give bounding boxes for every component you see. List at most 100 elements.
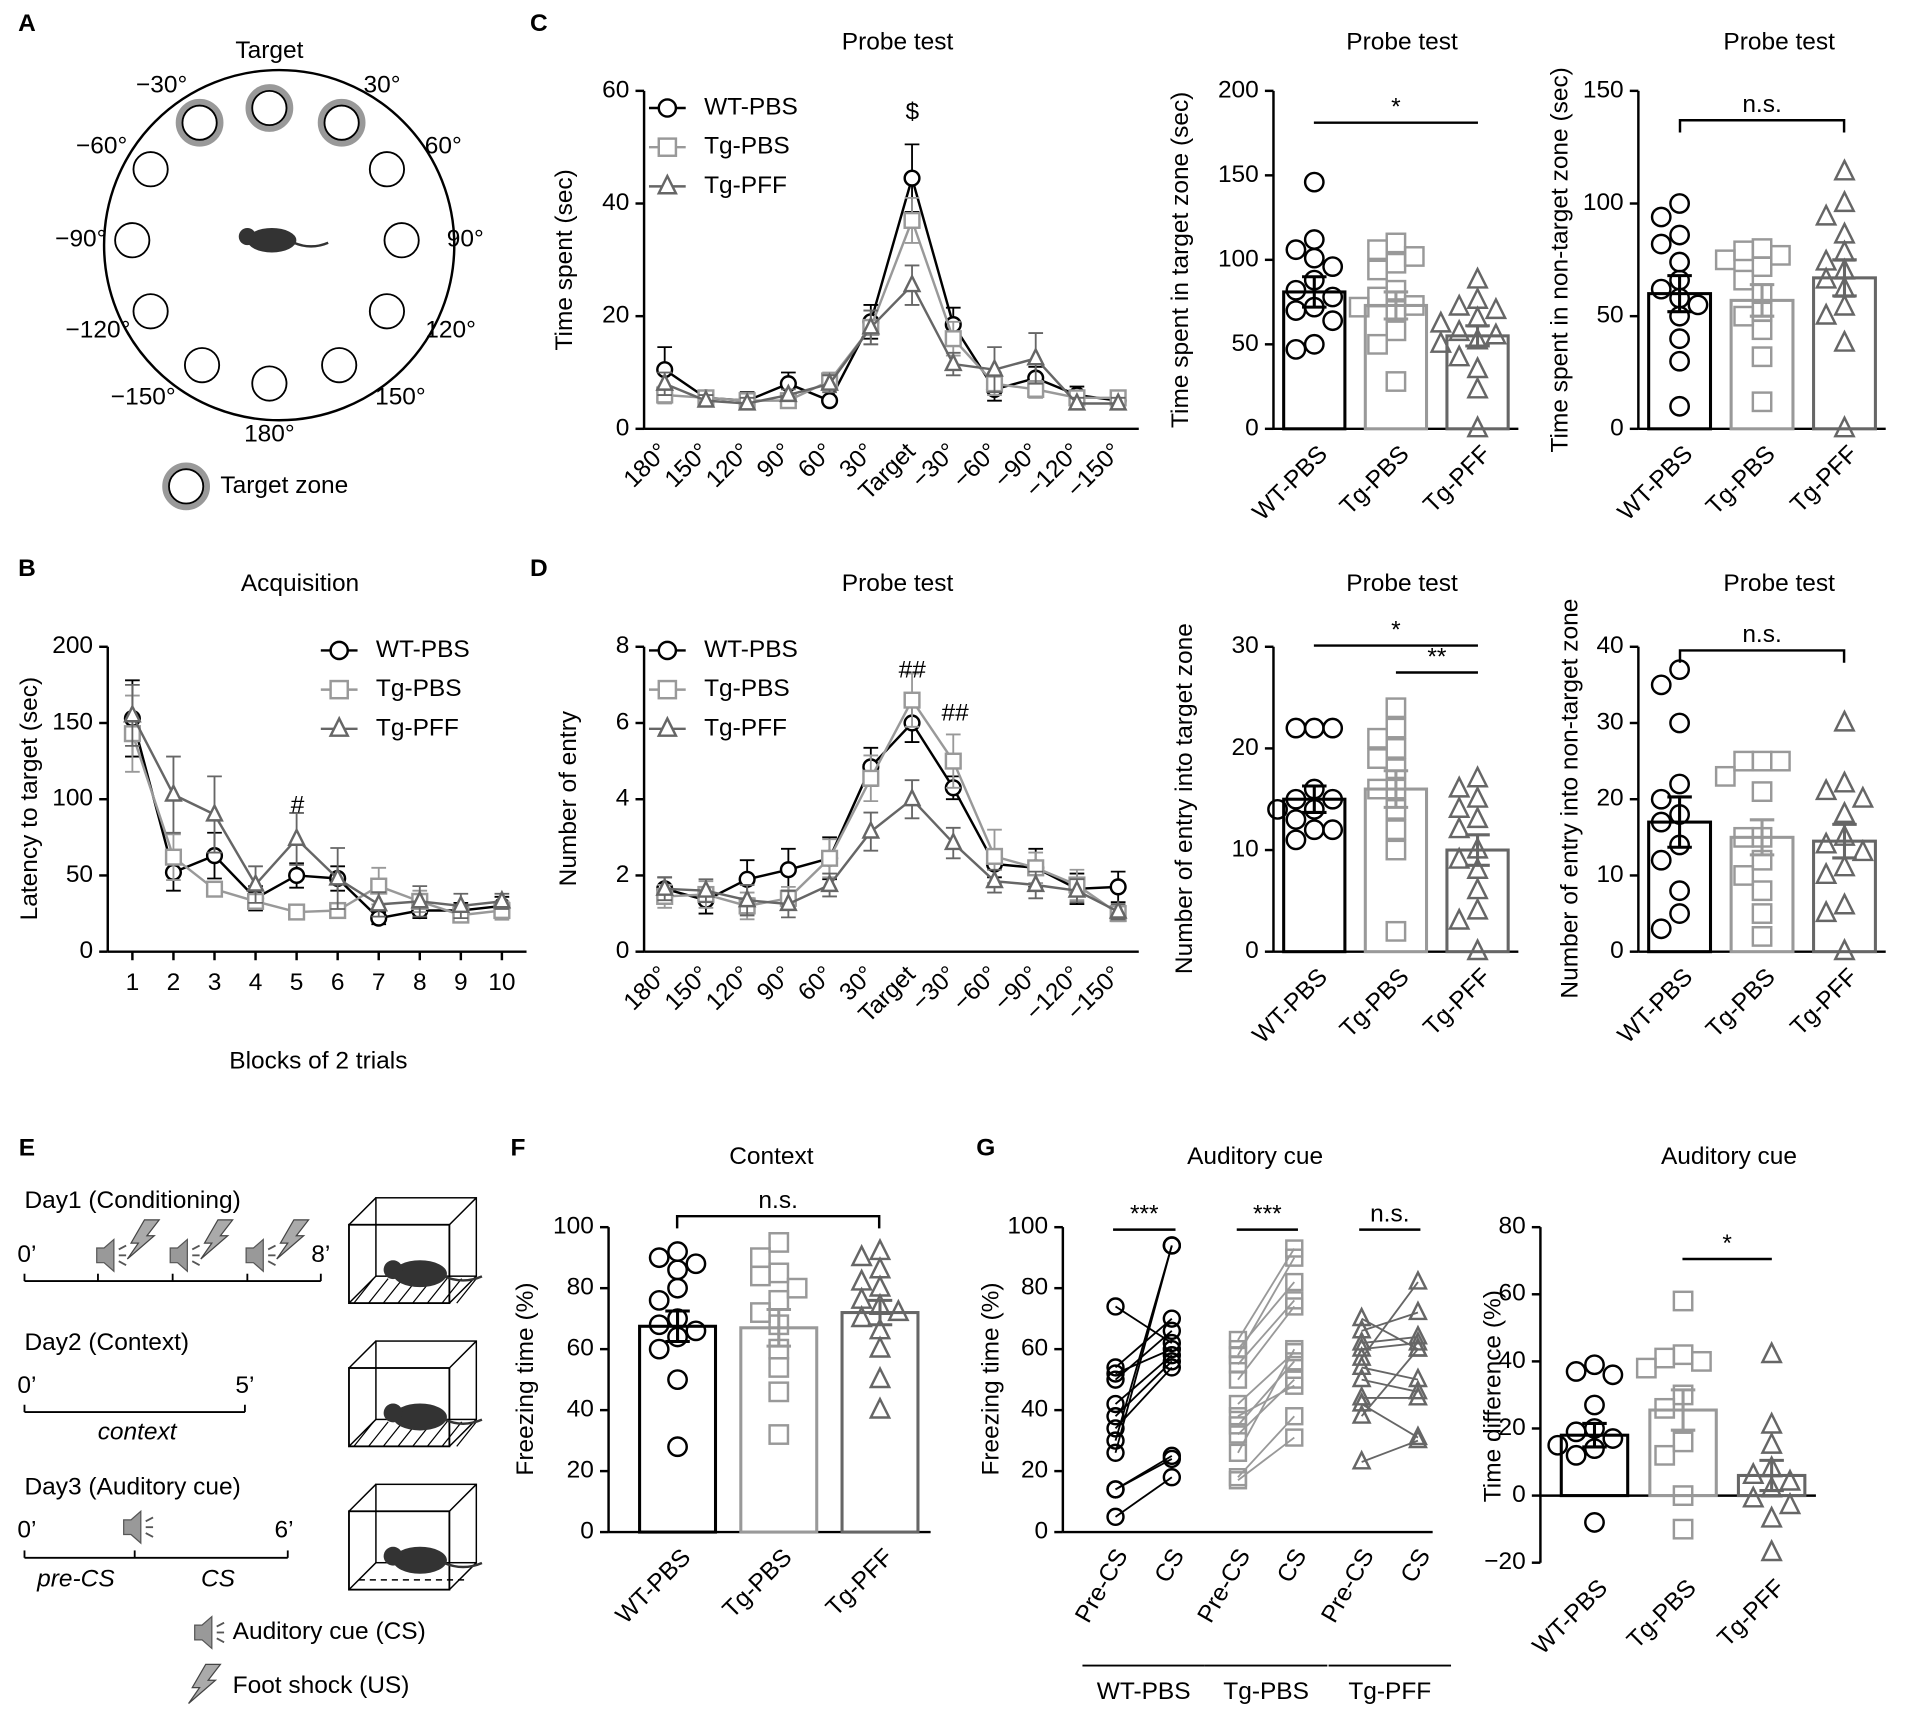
data-point [667, 1369, 688, 1391]
pair-line [1360, 1348, 1419, 1417]
data-point [1751, 926, 1773, 947]
data-point [1285, 1272, 1304, 1292]
data-point [1672, 1290, 1694, 1312]
data-point [750, 1247, 771, 1269]
data-point [768, 1262, 790, 1284]
data-point [1833, 158, 1856, 181]
data-point [779, 383, 798, 403]
hole [251, 365, 288, 402]
group-label: Tg-PFF [1348, 1678, 1431, 1705]
data-point [1760, 1431, 1783, 1454]
legend-marker [329, 679, 349, 700]
x-tick-label: WT-PBS [1613, 963, 1698, 1048]
maze-angle: −150° [111, 384, 176, 411]
data-point [1602, 1364, 1624, 1386]
data-point [1303, 247, 1325, 269]
data-point [1385, 697, 1407, 719]
data-point [1714, 249, 1736, 271]
legend-hole [168, 468, 205, 505]
x-tick-label: CS [1396, 1544, 1436, 1587]
chart-title: Context [729, 1143, 814, 1170]
data-point [1367, 778, 1388, 800]
significance-bracket [675, 1214, 881, 1229]
shock-icon [126, 1219, 161, 1260]
data-point [1770, 244, 1791, 266]
annotation: $ [905, 98, 919, 125]
data-point [1385, 717, 1407, 739]
x-tick-label: −30° [907, 438, 962, 493]
legend-label: Tg-PBS [376, 675, 462, 702]
data-point [287, 827, 306, 846]
sound-wave [191, 1244, 201, 1251]
data-point [861, 315, 881, 335]
x-tick-label: WT-PBS [1247, 963, 1332, 1048]
y-tick-label: 0 [1035, 1518, 1049, 1545]
y-axis-label: Time spent (sec) [551, 169, 578, 350]
data-point [1672, 1344, 1694, 1366]
box-edge [448, 1340, 477, 1369]
data-point [1669, 328, 1690, 350]
pair-line [1115, 1348, 1173, 1375]
data-point [1285, 1339, 1304, 1359]
data-point [1672, 1431, 1694, 1453]
data-point [1833, 770, 1856, 793]
arena [102, 68, 456, 422]
y-axis-label: Time difference (%) [1479, 1290, 1506, 1502]
data-point [821, 392, 839, 410]
data-point [850, 1243, 873, 1267]
phase-label: context [98, 1418, 178, 1445]
grid-floor [368, 1278, 389, 1304]
data-point [1751, 781, 1773, 803]
phase-label: pre-CS [36, 1565, 115, 1592]
y-tick-label: 0 [79, 937, 93, 964]
data-point [1851, 785, 1875, 808]
data-point [1466, 937, 1489, 961]
mouse-body [247, 228, 297, 253]
y-axis-label: Number of entry [555, 710, 582, 886]
x-tick-label: Tg-PFF [1785, 963, 1863, 1041]
y-tick-label: 10 [1232, 836, 1259, 863]
data-point [1547, 1434, 1569, 1456]
x-tick-label: Pre-CS [1193, 1544, 1256, 1627]
maze-angle: 30° [364, 71, 401, 98]
data-point [1584, 1512, 1605, 1533]
data-point [1669, 251, 1690, 273]
data-point [1466, 876, 1489, 900]
data-point [696, 879, 716, 898]
speaker-icon [96, 1238, 115, 1273]
panel-label: B [18, 555, 36, 582]
grid-floor [353, 1421, 374, 1447]
data-point [1162, 1236, 1182, 1255]
y-tick-label: 150 [1218, 161, 1259, 188]
y-tick-label: 150 [1583, 76, 1624, 103]
grid-floor [441, 1421, 463, 1447]
data-point [861, 820, 881, 839]
data-point [1635, 1357, 1657, 1379]
x-tick-label: Pre-CS [1316, 1544, 1379, 1627]
y-tick-label: 0 [1512, 1481, 1526, 1508]
error-bar [1302, 275, 1327, 309]
data-point [1448, 775, 1471, 798]
sound-wave [145, 1516, 154, 1523]
speaker-icon [194, 1615, 213, 1650]
time-label: 6’ [275, 1516, 294, 1543]
maze-angle: −60° [76, 133, 127, 160]
data-point [1228, 1443, 1248, 1462]
data-point [850, 1304, 873, 1328]
data-point [1385, 839, 1407, 861]
box-edge [448, 1197, 477, 1226]
data-point [1408, 1428, 1428, 1449]
y-tick-label: 20 [602, 302, 629, 329]
y-tick-label: 4 [616, 785, 630, 812]
error-bar [1667, 795, 1692, 849]
data-point [1484, 296, 1508, 320]
legend-label: Tg-PFF [376, 714, 459, 741]
annotation: * [1391, 616, 1401, 643]
hole [181, 104, 218, 141]
data-point [1303, 333, 1325, 355]
x-tick-label: 60° [793, 438, 838, 483]
data-point [1733, 269, 1755, 291]
data-point [1285, 1352, 1304, 1371]
chart-title: Probe test [842, 29, 954, 56]
x-tick-label: 90° [752, 961, 797, 1006]
